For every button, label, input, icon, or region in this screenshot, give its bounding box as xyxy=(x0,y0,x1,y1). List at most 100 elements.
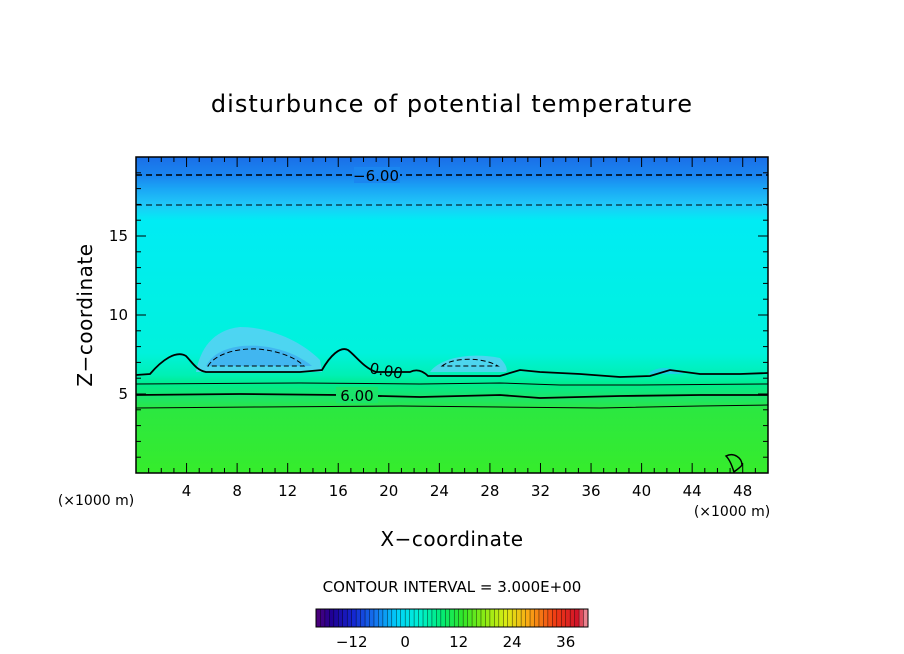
colorbar-cell xyxy=(538,609,544,627)
colorbar-cell xyxy=(530,609,535,627)
contour-neg-mid xyxy=(440,358,500,367)
cold-patch-left-core xyxy=(206,345,312,366)
colorbar-tick-label: 12 xyxy=(449,633,468,651)
colorbar-cell xyxy=(516,609,522,627)
colorbar-cell xyxy=(409,609,415,627)
x-tick-label: 24 xyxy=(430,482,449,500)
colorbar-cell xyxy=(463,609,468,627)
colorbar-cell xyxy=(316,609,321,627)
colorbar-cell xyxy=(512,609,517,627)
colorbar-cell xyxy=(565,609,571,627)
colorbar-cell xyxy=(347,609,352,627)
chart-title: disturbunce of potential temperature xyxy=(211,90,693,118)
contour-small-feature xyxy=(724,453,743,473)
colorbar-cell xyxy=(324,609,330,627)
field-features xyxy=(136,174,768,473)
colorbar-cell xyxy=(365,609,370,627)
colorbar-cell xyxy=(436,609,442,627)
colorbar-cell xyxy=(525,609,531,627)
cold-patch-mid xyxy=(430,355,507,372)
colorbar-cell xyxy=(400,609,406,627)
colorbar-cell xyxy=(369,609,375,627)
colorbar-cell xyxy=(414,609,419,627)
contour-label-group-1: −6.00 xyxy=(353,167,400,185)
colorbar-cell xyxy=(476,609,482,627)
x-tick-label: 8 xyxy=(232,482,242,500)
field-fill xyxy=(136,157,768,473)
x-tick-label: 36 xyxy=(581,482,600,500)
colorbar-tick-labels: −12 0 12 24 36 xyxy=(336,633,575,651)
colorbar-cell xyxy=(333,609,339,627)
colorbar-cell xyxy=(454,609,459,627)
x-axis-ticks xyxy=(148,157,756,473)
colorbar-cell xyxy=(418,609,424,627)
colorbar-cell xyxy=(574,609,580,627)
x-unit-label-left: (×1000 m) xyxy=(58,493,134,509)
contour-zero xyxy=(136,348,768,378)
colorbar-cell xyxy=(579,609,584,627)
x-tick-label: 40 xyxy=(632,482,651,500)
x-tick-label: 16 xyxy=(329,482,348,500)
x-tick-label: 48 xyxy=(733,482,752,500)
colorbar-cell xyxy=(570,609,575,627)
colorbar-tick-label: 36 xyxy=(556,633,575,651)
y-tick-label: 10 xyxy=(109,306,128,324)
colorbar-cell xyxy=(351,609,357,627)
y-tick-label: 15 xyxy=(109,227,128,245)
colorbar-cell xyxy=(396,609,402,627)
colorbar-cell xyxy=(431,609,437,627)
colorbar-cell xyxy=(494,609,500,627)
y-axis-ticks xyxy=(136,172,768,458)
colorbar-cell xyxy=(485,609,491,627)
colorbar-cell xyxy=(440,609,446,627)
colorbar-cell xyxy=(391,609,397,627)
colorbar-cell xyxy=(552,609,558,627)
colorbar-cell xyxy=(534,609,540,627)
x-tick-label: 12 xyxy=(278,482,297,500)
colorbar-tick-label: 24 xyxy=(503,633,522,651)
colorbar-tick-label: −12 xyxy=(336,633,368,651)
contour-label-group-3: 6.00 xyxy=(336,387,378,405)
colorbar-cell xyxy=(583,609,589,627)
colorbar-tick-label: 0 xyxy=(400,633,410,651)
colorbar-cell xyxy=(356,609,361,627)
colorbar-cell xyxy=(387,609,393,627)
x-unit-label-right: (×1000 m) xyxy=(694,504,770,520)
colorbar-cell xyxy=(507,609,513,627)
x-axis-label: X−coordinate xyxy=(380,527,523,551)
contour-pos6 xyxy=(136,393,768,399)
x-tick-label: 20 xyxy=(379,482,398,500)
colorbar-cell xyxy=(338,609,344,627)
contour-pos9 xyxy=(136,404,768,409)
y-tick-label: 5 xyxy=(118,385,128,403)
colorbar-cell xyxy=(547,609,553,627)
contour-label-group-2: 0.00 xyxy=(368,359,404,383)
colorbar-cell xyxy=(556,609,562,627)
colorbar xyxy=(315,609,589,627)
colorbar-cell xyxy=(320,609,326,627)
colorbar-cell xyxy=(329,609,335,627)
colorbar-cell xyxy=(360,609,366,627)
colorbar-cell xyxy=(427,609,433,627)
colorbar-cell xyxy=(378,609,384,627)
x-tick-label: 32 xyxy=(531,482,550,500)
plot-area: −6.00 0.00 6.00 4 8 12 16 20 24 28 32 36 40 44 48 5… xyxy=(109,156,769,500)
colorbar-cell xyxy=(449,609,455,627)
colorbar-cell xyxy=(405,609,410,627)
colorbar-cell xyxy=(561,609,567,627)
colorbar-cell xyxy=(543,609,549,627)
colorbar-cell xyxy=(489,609,495,627)
colorbar-cell xyxy=(373,609,379,627)
contour-label-pos6: 6.00 xyxy=(340,387,373,405)
contour-neg-left xyxy=(207,348,306,367)
x-axis-tick-labels: 4 8 12 16 20 24 28 32 36 40 44 48 xyxy=(182,482,752,500)
y-axis-label: Z−coordinate xyxy=(73,243,97,386)
x-tick-label: 44 xyxy=(683,482,702,500)
colorbar-cell xyxy=(423,609,428,627)
contour-pos3 xyxy=(136,382,768,386)
y-axis-tick-labels: 5 10 15 xyxy=(109,227,128,403)
colorbar-cell xyxy=(458,609,464,627)
x-tick-label: 4 xyxy=(182,482,192,500)
colorbar-cell xyxy=(342,609,348,627)
